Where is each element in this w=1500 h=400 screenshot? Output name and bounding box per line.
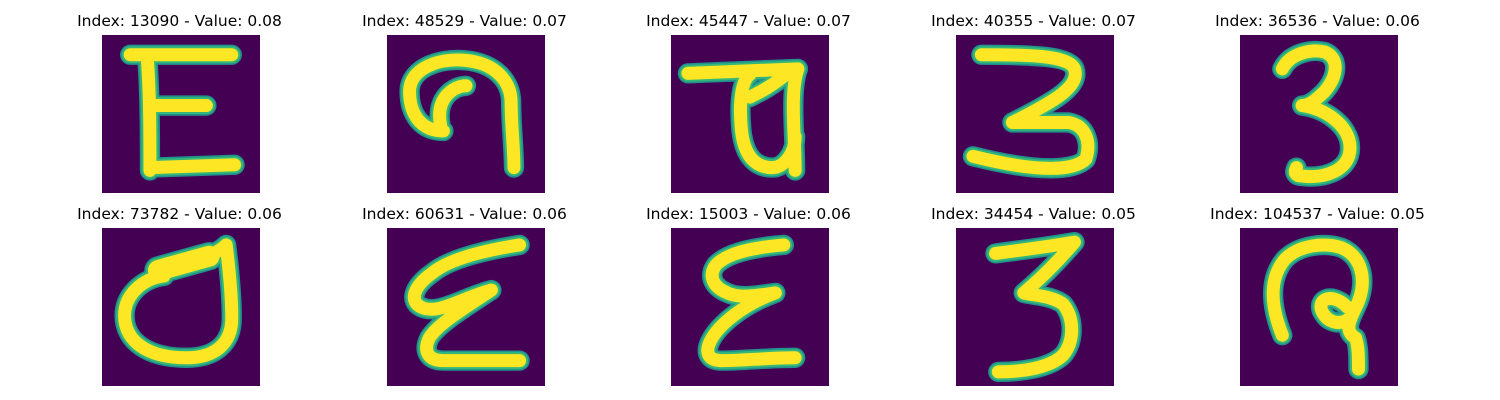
digit-panel: Index: 36536 - Value: 0.06 (1175, 9, 1460, 199)
panel-title: Index: 45447 - Value: 0.07 (646, 12, 851, 30)
digit-image (1240, 228, 1398, 386)
digit-image (387, 228, 545, 386)
digit-image (387, 35, 545, 193)
digit-image (1240, 35, 1398, 193)
digit-image (671, 228, 829, 386)
digit-panel: Index: 34454 - Value: 0.05 (891, 202, 1176, 392)
digit-panel: Index: 73782 - Value: 0.06 (37, 202, 322, 392)
digit-panel: Index: 40355 - Value: 0.07 (891, 9, 1176, 199)
panel-title: Index: 60631 - Value: 0.06 (362, 205, 567, 223)
panel-title: Index: 104537 - Value: 0.05 (1210, 205, 1425, 223)
digit-image (102, 35, 260, 193)
digit-panel: Index: 45447 - Value: 0.07 (606, 9, 891, 199)
panel-title: Index: 13090 - Value: 0.08 (77, 12, 282, 30)
panel-title: Index: 15003 - Value: 0.06 (646, 205, 851, 223)
panel-title: Index: 40355 - Value: 0.07 (931, 12, 1136, 30)
digit-panel: Index: 13090 - Value: 0.08 (37, 9, 322, 199)
digit-panel: Index: 104537 - Value: 0.05 (1175, 202, 1460, 392)
panel-title: Index: 34454 - Value: 0.05 (931, 205, 1136, 223)
digit-image (956, 35, 1114, 193)
digit-image (671, 35, 829, 193)
digit-image (956, 228, 1114, 386)
digit-panel: Index: 15003 - Value: 0.06 (606, 202, 891, 392)
panel-title: Index: 48529 - Value: 0.07 (362, 12, 567, 30)
digit-image (102, 228, 260, 386)
digit-panel: Index: 60631 - Value: 0.06 (322, 202, 607, 392)
digit-panel: Index: 48529 - Value: 0.07 (322, 9, 607, 199)
panel-title: Index: 73782 - Value: 0.06 (77, 205, 282, 223)
panel-title: Index: 36536 - Value: 0.06 (1215, 12, 1420, 30)
